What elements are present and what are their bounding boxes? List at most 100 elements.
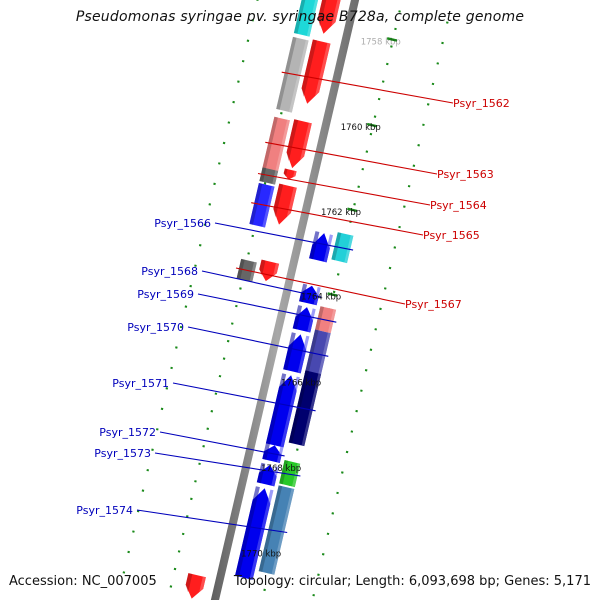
major-tick	[327, 292, 338, 297]
backbone-layer	[209, 0, 360, 604]
scale-label: 1760 kbp	[341, 123, 381, 133]
gene-block[interactable]	[265, 373, 300, 448]
label-leader-line	[159, 431, 285, 457]
gene-highlight	[293, 170, 297, 178]
gene-shadow	[301, 39, 317, 97]
gene-shadow	[279, 460, 289, 485]
gene-highlight	[297, 335, 310, 374]
gene-label[interactable]: Psyr_1562	[453, 97, 510, 110]
gene-block[interactable]	[185, 573, 206, 599]
gene-shadow	[286, 119, 299, 161]
scale-label: 1770 kbp	[241, 550, 281, 560]
gene-label[interactable]: Psyr_1566	[154, 217, 211, 230]
gene-shadow	[309, 231, 320, 260]
gene-block[interactable]	[256, 462, 279, 487]
gene-highlight	[249, 489, 274, 580]
gene-labels-layer: Psyr_1562 Psyr_1563 Psyr_1564 Psyr_1565 Psyr…	[76, 71, 510, 534]
gene-shadow	[273, 183, 284, 218]
gene-shadow	[185, 573, 193, 593]
gene-label[interactable]: Psyr_1570	[127, 321, 184, 334]
gene-label[interactable]: Psyr_1564	[430, 199, 487, 212]
gene-block-psyr_1563[interactable]	[262, 116, 290, 173]
major-tick	[366, 122, 378, 128]
gene-block[interactable]	[286, 119, 312, 169]
gene-highlight	[199, 576, 206, 592]
gene-shape[interactable]	[262, 116, 290, 173]
gene-highlight	[280, 376, 300, 448]
label-leader-line	[214, 222, 354, 251]
scale-label: 1758 kbp	[361, 38, 401, 48]
gene-block[interactable]	[235, 486, 274, 580]
scale-label: 1766 kbp	[281, 378, 321, 388]
genes-layer	[185, 0, 354, 599]
gene-shape[interactable]	[309, 233, 330, 263]
gene-shadow	[235, 486, 260, 577]
gene-block[interactable]	[293, 0, 321, 37]
gene-shadow	[317, 0, 327, 27]
gene-shape[interactable]	[265, 375, 297, 448]
scale-label: 1768 kbp	[261, 464, 301, 474]
gene-label[interactable]: Psyr_1565	[423, 229, 480, 242]
gene-block[interactable]	[283, 168, 297, 180]
gene-highlight	[262, 186, 275, 228]
label-leader-line	[257, 172, 431, 206]
map-title: Pseudomonas syringae pv. syringae B728a,…	[75, 9, 525, 25]
gene-block[interactable]	[317, 0, 343, 34]
gene-highlight	[307, 308, 316, 333]
gene-highlight	[306, 0, 319, 37]
label-leader-line	[154, 452, 301, 477]
gene-block[interactable]	[259, 259, 280, 282]
gene-highlight	[289, 39, 309, 113]
label-leader-line	[172, 382, 316, 412]
gene-highlight	[273, 262, 280, 276]
gene-shadow	[288, 370, 309, 444]
gene-block[interactable]	[283, 332, 310, 374]
gene-shadow	[293, 0, 306, 34]
gene-label[interactable]: Psyr_1567	[405, 298, 462, 311]
gene-label[interactable]: Psyr_1573	[94, 447, 151, 460]
gene-block[interactable]	[292, 305, 316, 333]
gene-label[interactable]: Psyr_1571	[112, 377, 169, 390]
gene-label[interactable]: Psyr_1563	[437, 168, 494, 181]
gene-highlight	[315, 42, 331, 96]
gene-shadow	[258, 485, 283, 572]
genome-summary-text: Topology: circular; Length: 6,093,698 bp…	[233, 574, 591, 589]
gene-highlight	[275, 119, 290, 173]
gene-block[interactable]	[273, 183, 297, 225]
label-leader-line	[235, 267, 406, 305]
gene-shape[interactable]	[258, 485, 295, 575]
gene-shape[interactable]	[276, 36, 309, 113]
gene-highlight	[272, 170, 279, 185]
label-leader-line	[281, 71, 454, 104]
gene-shape[interactable]	[292, 307, 313, 333]
label-leader-line	[136, 509, 288, 534]
gene-shape[interactable]	[235, 488, 271, 580]
label-leader-line	[201, 270, 322, 298]
gene-highlight	[286, 187, 297, 217]
gene-block[interactable]	[301, 39, 331, 104]
gene-shape[interactable]	[256, 464, 277, 487]
label-leader-line	[251, 202, 424, 236]
gene-block-psyr_1562[interactable]	[276, 36, 309, 113]
gene-shape[interactable]	[301, 39, 331, 104]
gene-label[interactable]: Psyr_1572	[99, 426, 156, 439]
gene-block[interactable]	[309, 231, 333, 263]
gene-label[interactable]: Psyr_1569	[137, 288, 194, 301]
gene-label[interactable]: Psyr_1574	[76, 504, 133, 517]
scale-labels-layer: 1758 kbp 1760 kbp 1762 kbp 1764 kbp 1766 kbp…	[241, 38, 401, 560]
major-tick	[347, 207, 358, 213]
gene-highlight	[300, 122, 312, 160]
genome-backbone	[209, 0, 360, 604]
label-leader-line	[187, 326, 329, 357]
gene-highlight	[271, 466, 279, 487]
gene-shape[interactable]	[299, 285, 319, 306]
accession-text: Accession: NC_007005	[9, 574, 157, 589]
gene-label[interactable]: Psyr_1568	[141, 265, 198, 278]
gene-shadow	[292, 305, 303, 330]
gene-shadow	[256, 462, 266, 484]
label-leader-line	[197, 293, 337, 323]
gene-block-psyr_1573[interactable]	[279, 460, 301, 488]
gene-highlight	[331, 0, 341, 26]
